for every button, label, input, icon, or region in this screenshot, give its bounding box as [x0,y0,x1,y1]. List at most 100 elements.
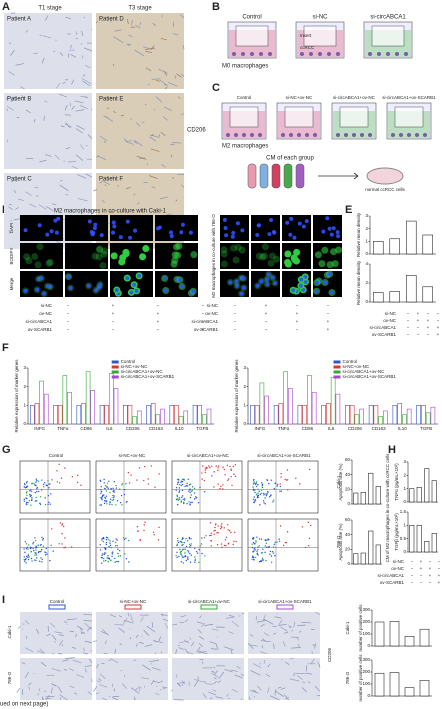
event [143,529,145,532]
marker-label: CD206 [187,128,206,134]
tissue-fiber [256,685,262,691]
condition-sign: + [157,319,160,324]
bar [273,405,279,425]
lipid [259,253,267,261]
event [270,494,272,496]
event [213,530,215,532]
event [284,478,286,481]
event [175,489,177,491]
tissue-fiber [240,698,243,701]
tissue-fiber [103,652,108,655]
cell [318,52,322,56]
cell [336,52,340,56]
tissue-fiber [280,626,288,632]
bar [425,412,431,425]
bar [374,672,385,697]
tissue-fiber [256,620,266,623]
tissue-fiber [130,687,140,694]
tissue-fiber [81,78,92,85]
event [261,559,264,561]
tissue-fiber [236,665,241,670]
event [264,551,266,554]
cell [352,133,356,137]
nucleus [267,232,272,237]
condition-name: ov-SCARB1 [28,327,53,332]
y-tick-label: 0 [367,643,370,648]
event [29,494,31,496]
condition-sign: + [202,327,205,332]
nucleus [114,287,119,292]
event [256,495,259,498]
tissue-fiber [135,688,138,691]
tissue-fiber [113,111,116,114]
tissue-fiber [83,620,93,622]
event [252,486,254,488]
event [179,551,182,553]
event [147,478,149,480]
lipid [232,256,240,264]
tissue-fiber [140,616,144,622]
event [39,560,41,563]
event [42,539,44,541]
y-tick-label: 300 [362,607,370,612]
lipid [335,246,343,254]
x-tick-label: CD206 [348,426,363,431]
tissue-fiber [41,57,45,64]
event [26,546,29,549]
event [104,547,106,549]
event [39,496,42,498]
tissue-fiber [80,627,83,633]
tissue-fiber [16,687,21,693]
bar [406,220,417,255]
event [158,473,160,475]
y-tick-label: 0 [403,499,406,504]
tissue-fiber [296,637,299,641]
event [28,499,31,502]
condition-sign: − [417,325,420,330]
group-swatch [124,604,142,610]
tissue-fiber [248,644,258,647]
nucleus [68,285,73,290]
event [206,466,208,469]
tissue-fiber [161,164,166,168]
group-swatch [276,604,294,610]
cell [391,133,395,137]
event [101,539,103,541]
tissue-fiber [166,213,172,215]
tissue-fiber [50,687,53,694]
bar [373,241,384,255]
event [100,504,103,506]
tissue-fiber [8,42,12,45]
label: si-circABCA1+ov-NC [333,95,376,100]
label: si-circABCA1+ov-NC [188,599,231,604]
nucleus [157,225,162,230]
bar [297,405,303,425]
event [113,496,115,499]
tissue-fiber [77,174,87,179]
tissue-fiber [83,613,93,616]
tissue-fiber [134,49,145,57]
event [34,491,37,494]
event [198,548,200,551]
event [190,490,193,492]
y-tick-label: 3 [243,365,246,370]
event [35,554,38,556]
patient-label: Patient C [7,177,32,183]
bar [345,405,350,425]
event [176,544,178,547]
event [123,488,126,491]
nucleus [259,279,264,284]
event [43,486,45,488]
tissue-fiber [234,674,243,679]
event [40,543,42,546]
lipid [31,253,39,261]
bar [288,388,293,425]
tissue-fiber [55,39,57,41]
event [37,490,40,493]
tissue-fiber [98,678,102,682]
event [210,545,212,547]
event [257,484,259,486]
tissue-fiber [36,194,39,198]
tissue-fiber [137,202,140,205]
tissue-fiber [128,34,133,38]
